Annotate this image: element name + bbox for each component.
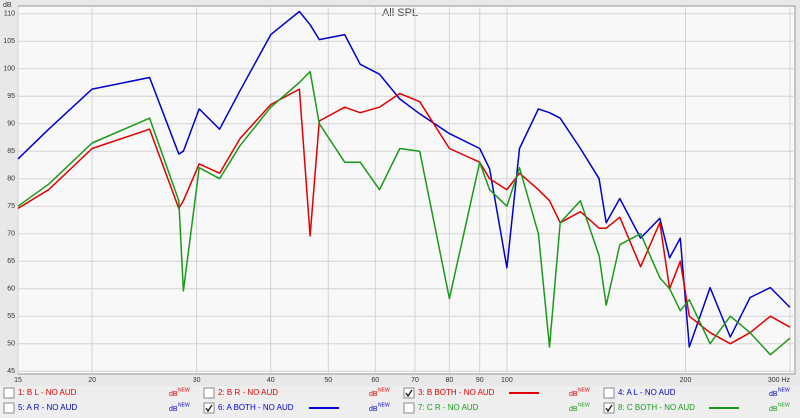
x-tick-label: 60 [371,377,379,384]
legend-label: 7: C R - NO AUD [418,403,479,412]
legend-unit: dB [169,391,178,398]
y-unit-label: dB [3,2,12,9]
series-line [17,70,791,356]
legend-unit: dB [169,406,178,413]
legend-checkmark [605,404,613,413]
legend-checkmark [205,404,213,413]
legend-label: 2: B R - NO AUD [218,388,278,397]
legend-unit: dB [369,391,378,398]
x-tick-label: 40 [267,377,275,384]
y-tick-label: 110 [4,11,15,18]
legend-checkbox[interactable] [3,402,15,414]
legend-tag: NEW [578,387,590,393]
legend-checkbox[interactable] [3,387,15,399]
y-tick-label: 55 [7,313,15,320]
y-tick-label: 75 [7,203,15,210]
legend-unit: dB [369,406,378,413]
y-tick-label: 70 [7,231,15,238]
y-tick-label: 60 [7,286,15,293]
legend-label: 1: B L - NO AUD [18,388,77,397]
legend-label: 6: A BOTH - NO AUD [218,403,294,412]
legend-checkbox[interactable] [403,402,415,414]
y-tick-label: 45 [7,368,15,375]
y-tick-label: 80 [7,176,15,183]
x-tick-label: 90 [476,377,484,384]
x-tick-label: 20 [88,377,96,384]
series-line [17,10,791,348]
legend-panel [0,386,800,418]
y-tick-label: 100 [3,66,15,73]
legend-tag: NEW [778,402,790,408]
x-tick-label: 50 [324,377,332,384]
legend-checkbox[interactable] [203,387,215,399]
x-tick-label: 70 [411,377,419,384]
legend-tag: NEW [178,387,190,393]
legend-checkbox[interactable] [403,387,415,399]
legend-tag: NEW [378,387,390,393]
y-tick-label: 90 [7,121,15,128]
x-tick-label: 15 [14,377,22,384]
y-tick-label: 65 [7,258,15,265]
legend-label: 4: A L - NO AUD [618,388,676,397]
legend-unit: dB [569,391,578,398]
legend-tag: NEW [578,402,590,408]
x-tick-label: 300 Hz [768,377,791,384]
y-tick-label: 105 [3,38,15,45]
x-tick-label: 100 [501,377,513,384]
legend-label: 5: A R - NO AUD [18,403,77,412]
legend-checkbox[interactable] [603,402,615,414]
legend-checkbox[interactable] [203,402,215,414]
legend-tag: NEW [378,402,390,408]
y-tick-label: 95 [7,93,15,100]
legend-tag: NEW [778,387,790,393]
x-tick-label: 30 [193,377,201,384]
series-line [17,88,791,345]
legend-label: 8: C BOTH - NO AUD [618,403,695,412]
legend-label: 3: B BOTH - NO AUD [418,388,495,397]
chart-title: All SPL [382,7,418,19]
legend-unit: dB [569,406,578,413]
legend-checkbox[interactable] [603,387,615,399]
legend-checkmark [405,389,413,398]
y-tick-label: 85 [7,148,15,155]
y-tick-label: 50 [7,341,15,348]
legend-tag: NEW [178,402,190,408]
plot-area [17,5,796,375]
x-tick-label: 80 [445,377,453,384]
x-tick-label: 200 [680,377,692,384]
legend-unit: dB [769,406,778,413]
legend-unit: dB [769,391,778,398]
